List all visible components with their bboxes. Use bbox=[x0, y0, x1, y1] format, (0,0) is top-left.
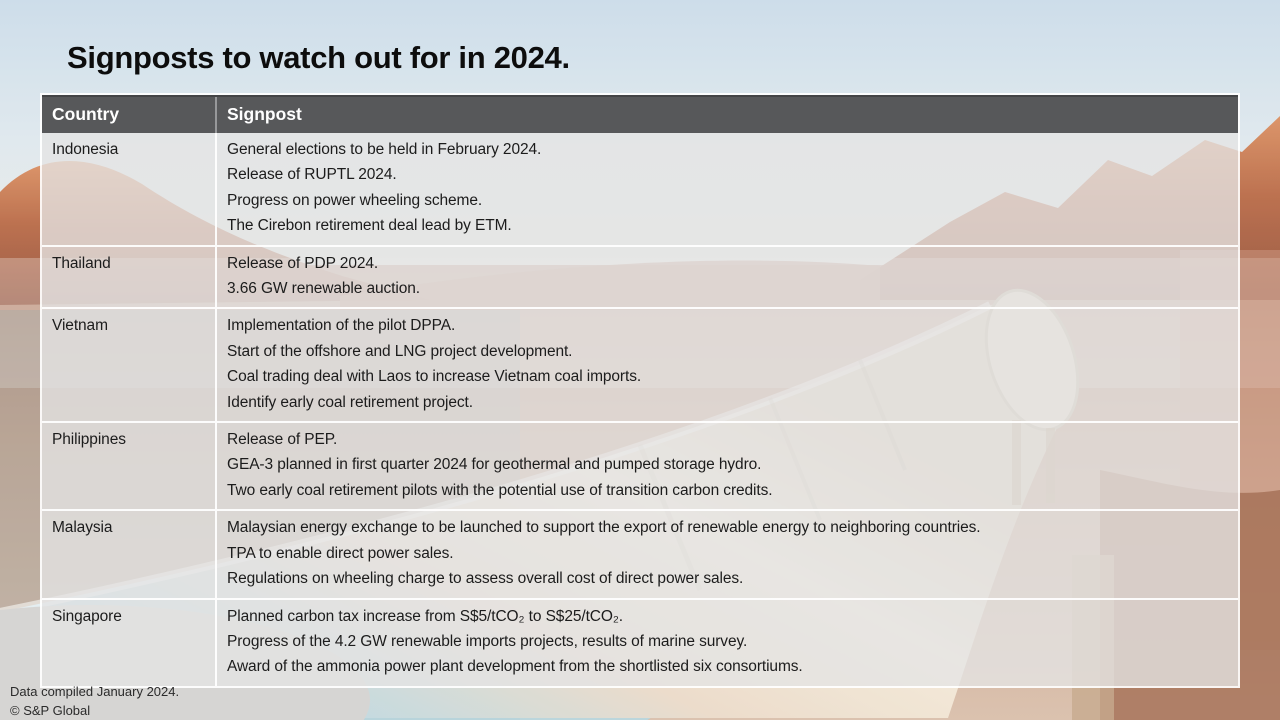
source-note: Data compiled January 2024. bbox=[10, 684, 180, 699]
signpost-cell: Malaysian energy exchange to be launched… bbox=[215, 511, 1238, 598]
signpost-line: TPA to enable direct power sales. bbox=[227, 544, 454, 562]
signpost-cell: General elections to be held in February… bbox=[215, 133, 1238, 245]
signpost-line: Release of PEP. bbox=[227, 431, 338, 449]
signpost-line: Progress on power wheeling scheme. bbox=[227, 191, 483, 209]
signpost-cell: Release of PEP. GEA-3 planned in first qu… bbox=[215, 423, 1238, 510]
country-cell: Philippines bbox=[52, 431, 126, 449]
signpost-line: Coal trading deal with Laos to increase … bbox=[227, 368, 642, 386]
country-cell: Thailand bbox=[52, 254, 111, 272]
table-row: Vietnam Implementation of the pilot DPPA… bbox=[42, 307, 1238, 422]
signpost-cell: Planned carbon tax increase from S$5/tCO… bbox=[215, 599, 1238, 686]
signpost-line: Release of RUPTL 2024. bbox=[227, 166, 397, 184]
country-cell: Vietnam bbox=[52, 317, 108, 335]
table-row: Indonesia General elections to be held i… bbox=[42, 133, 1238, 245]
signpost-cell: Implementation of the pilot DPPA. Start o… bbox=[215, 309, 1238, 422]
signpost-line: Regulations on wheeling charge to assess… bbox=[227, 570, 744, 588]
country-cell: Indonesia bbox=[52, 141, 119, 158]
table-body: Indonesia General elections to be held i… bbox=[42, 133, 1238, 686]
country-cell: Singapore bbox=[52, 607, 122, 625]
signpost-line: Award of the ammonia power plant develop… bbox=[227, 658, 803, 676]
column-header-country: Country bbox=[52, 104, 120, 124]
signpost-line: GEA-3 planned in first quarter 2024 for … bbox=[227, 456, 762, 474]
signpost-line: Identify early coal retirement project. bbox=[227, 393, 473, 411]
table-row: Philippines Release of PEP. GEA-3 planned… bbox=[42, 421, 1238, 510]
signpost-line: Malaysian energy exchange to be launched… bbox=[227, 519, 981, 537]
country-cell: Malaysia bbox=[52, 519, 113, 537]
column-header-signpost: Signpost bbox=[215, 97, 1238, 133]
signpost-line: 3.66 GW renewable auction. bbox=[227, 280, 420, 298]
signpost-line: Start of the offshore and LNG project de… bbox=[227, 342, 573, 360]
signpost-line: Release of PDP 2024. bbox=[227, 254, 379, 272]
signpost-line: Implementation of the pilot DPPA. bbox=[227, 317, 456, 335]
table-header-row: Country Signpost bbox=[42, 95, 1238, 133]
table-row: Singapore Planned carbon tax increase fr… bbox=[42, 597, 1238, 686]
signpost-line: Two early coal retirement pilots with th… bbox=[227, 481, 773, 499]
signpost-line: General elections to be held in February… bbox=[227, 141, 542, 158]
signpost-line: The Cirebon retirement deal lead by ETM. bbox=[227, 217, 512, 235]
slide-title: Signposts to watch out for in 2024. bbox=[67, 40, 570, 75]
slide-footnotes: Data compiled January 2024. © S&P Global bbox=[10, 682, 179, 720]
table-row: Malaysia Malaysian energy exchange to be… bbox=[42, 509, 1238, 598]
signpost-cell: Release of PDP 2024. 3.66 GW renewable au… bbox=[215, 246, 1238, 308]
signpost-line: Progress of the 4.2 GW renewable imports… bbox=[227, 632, 748, 650]
copyright: © S&P Global bbox=[10, 703, 91, 718]
signposts-table: Country Signpost Indonesia General elect… bbox=[40, 93, 1240, 688]
table-row: Thailand Release of PDP 2024. 3.66 GW ren… bbox=[42, 244, 1238, 308]
signpost-line: Planned carbon tax increase from S$5/tCO… bbox=[227, 607, 623, 625]
